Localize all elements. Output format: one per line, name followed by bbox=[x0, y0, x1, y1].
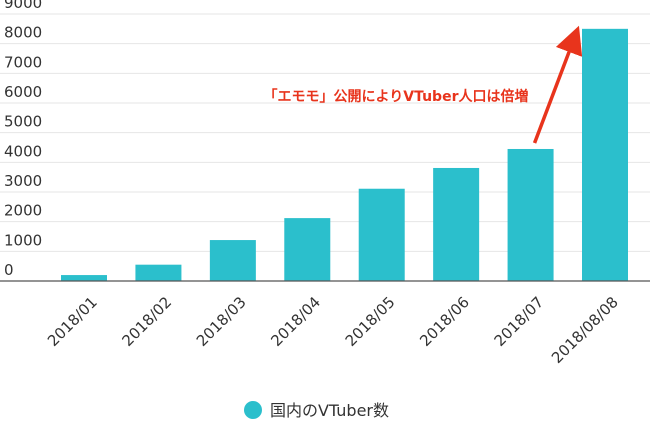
legend-label: 国内のVTuber数 bbox=[270, 401, 389, 420]
y-tick-label: 8000 bbox=[4, 24, 42, 42]
y-tick-label: 4000 bbox=[4, 142, 42, 160]
x-tick-label: 2018/06 bbox=[416, 293, 473, 350]
x-tick-label: 2018/02 bbox=[118, 293, 175, 350]
legend: 国内のVTuber数 bbox=[244, 401, 389, 420]
y-tick-label: 3000 bbox=[4, 172, 42, 190]
legend-swatch bbox=[244, 401, 262, 419]
bars bbox=[61, 28, 628, 282]
x-tick-label: 2018/03 bbox=[193, 293, 250, 350]
gridlines bbox=[0, 13, 650, 252]
x-tick-label: 2018/07 bbox=[491, 293, 548, 350]
y-tick-label: 5000 bbox=[4, 113, 42, 131]
annotation-arrow bbox=[532, 25, 583, 144]
x-axis-ticks: 2018/01 2018/02 2018/03 2018/04 2018/05 2018/… bbox=[44, 293, 622, 367]
bar bbox=[209, 240, 256, 281]
bar bbox=[135, 264, 182, 281]
annotation-text: 「エモモ」公開によりVTuber人口は倍増 bbox=[264, 88, 529, 105]
y-axis-ticks: 0 1000 2000 3000 4000 5000 6000 7000 8000 9000 bbox=[4, 0, 42, 279]
y-tick-label: 0 bbox=[4, 261, 14, 279]
bar bbox=[358, 188, 405, 281]
bar bbox=[61, 275, 107, 281]
x-tick-label: 2018/08/08 bbox=[548, 293, 622, 367]
y-tick-label: 9000 bbox=[4, 0, 42, 12]
y-tick-label: 7000 bbox=[4, 53, 42, 71]
x-tick-label: 2018/01 bbox=[44, 293, 101, 350]
y-tick-label: 6000 bbox=[4, 83, 42, 101]
y-tick-label: 2000 bbox=[4, 202, 42, 220]
x-tick-label: 2018/05 bbox=[342, 293, 399, 350]
x-tick-label: 2018/04 bbox=[267, 293, 324, 350]
y-tick-label: 1000 bbox=[4, 231, 42, 249]
annotation: 「エモモ」公開によりVTuber人口は倍増 bbox=[264, 25, 583, 144]
bar bbox=[433, 167, 480, 281]
bar bbox=[284, 218, 331, 281]
bar bbox=[507, 148, 554, 281]
bar bbox=[582, 28, 628, 282]
